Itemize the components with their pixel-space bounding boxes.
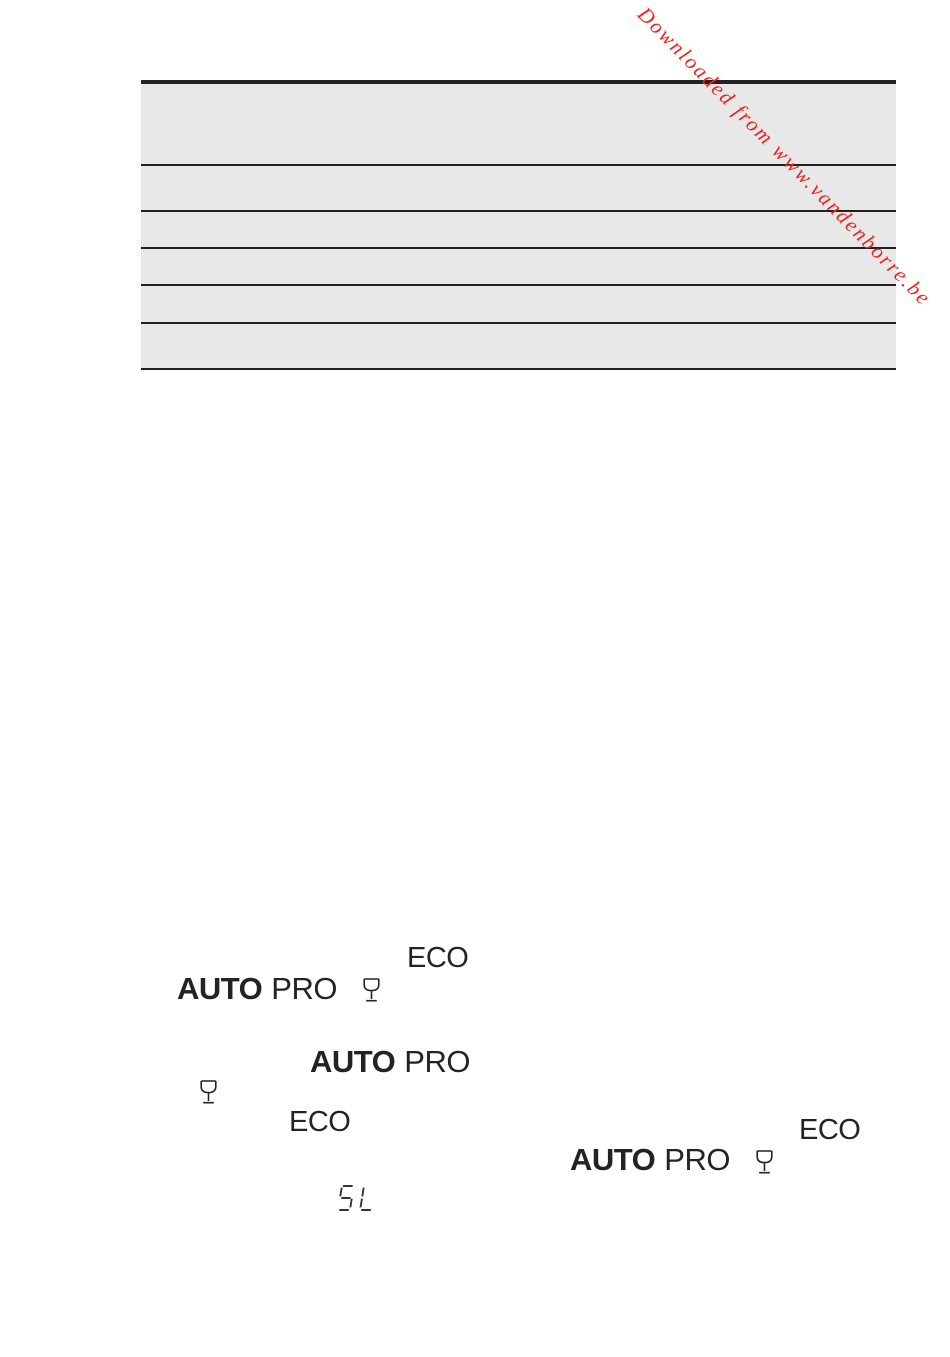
auto-pro-label: AUTO PRO [570,1144,730,1175]
eco-label: ECO [407,942,469,974]
auto-label: AUTO [310,1044,396,1079]
pro-label: PRO [664,1142,730,1177]
pro-label: PRO [271,971,337,1006]
program-table [141,80,896,370]
table-row [141,324,896,370]
table-row [141,286,896,324]
table-row [141,84,896,166]
wine-glass-icon [200,1080,217,1104]
auto-pro-label: AUTO PRO [310,1046,470,1077]
auto-label: AUTO [570,1142,656,1177]
wine-glass-icon [363,978,380,1002]
pro-label: PRO [404,1044,470,1079]
table-row [141,212,896,249]
seven-segment-display [336,1184,380,1217]
table-row [141,166,896,212]
auto-pro-label: AUTO PRO [177,973,337,1004]
table-row [141,249,896,286]
auto-label: AUTO [177,971,263,1006]
eco-label: ECO [799,1114,861,1146]
wine-glass-icon [756,1150,773,1174]
eco-label: ECO [289,1106,351,1138]
